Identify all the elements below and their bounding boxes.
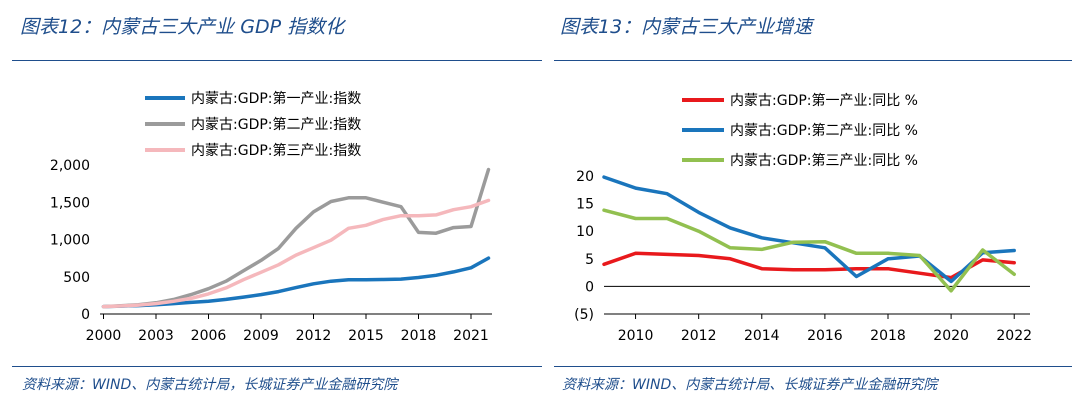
left-x-tick-label: 2021 <box>453 328 489 344</box>
right-y-tick-label: (5) <box>574 307 594 323</box>
right-x-tick-label: 2022 <box>996 328 1032 344</box>
left-header-divider <box>12 60 542 61</box>
left-source-note: 资料来源：WIND、内蒙古统计局，长城证券产业金融研究院 <box>22 377 398 393</box>
right-x-tick-label: 2012 <box>681 328 717 344</box>
right-x-tick-label: 2016 <box>807 328 843 344</box>
left-legend-label-1: 内蒙古:GDP:第一产业:指数 <box>191 90 361 107</box>
left-x-tick-label: 2015 <box>348 328 384 344</box>
left-series-line-1 <box>101 256 491 309</box>
left-x-tick-label: 2000 <box>86 328 122 344</box>
right-series-line-3 <box>602 208 1016 293</box>
right-y-tick-label: 0 <box>585 279 594 295</box>
left-x-tick-label: 2018 <box>401 328 437 344</box>
left-y-tick-label: 2,000 <box>50 158 90 174</box>
gdp-index-chart: 0 500 1,000 1,500 2,000 2000 2003 2006 2009 2012 2… <box>50 90 492 344</box>
left-x-tick-label: 2009 <box>243 328 279 344</box>
right-x-tick-label: 2014 <box>744 328 780 344</box>
left-chart-title: 图表12：内蒙古三大产业 GDP 指数化 <box>20 16 345 38</box>
right-source-note: 资料来源：WIND、内蒙古统计局、长城证券产业金融研究院 <box>562 377 938 393</box>
right-chart-title: 图表13：内蒙古三大产业增速 <box>560 16 813 38</box>
right-y-tick-label: 15 <box>576 197 594 213</box>
left-x-tick-label: 2006 <box>191 328 227 344</box>
right-y-tick-label: 10 <box>576 224 594 240</box>
right-legend-label-2: 内蒙古:GDP:第二产业:同比 % <box>730 122 918 139</box>
right-y-tick-label: 20 <box>576 169 594 185</box>
left-x-tick-label: 2012 <box>296 328 332 344</box>
left-y-tick-label: 1,000 <box>50 233 90 249</box>
left-y-tick-label: 500 <box>63 270 90 286</box>
right-header-divider <box>554 60 1072 61</box>
right-series-line-2 <box>602 175 1016 284</box>
left-x-tick-label: 2003 <box>138 328 174 344</box>
left-legend-label-2: 内蒙古:GDP:第二产业:指数 <box>191 116 361 133</box>
right-legend-label-1: 内蒙古:GDP:第一产业:同比 % <box>730 92 918 109</box>
right-footer-divider <box>554 366 1072 367</box>
right-y-tick-label: 5 <box>585 252 594 268</box>
right-legend-label-3: 内蒙古:GDP:第三产业:同比 % <box>730 152 918 169</box>
left-legend-label-3: 内蒙古:GDP:第三产业:指数 <box>191 142 361 159</box>
right-x-tick-label: 2010 <box>618 328 654 344</box>
left-series-line-3 <box>101 198 491 309</box>
left-y-tick-label: 1,500 <box>50 195 90 211</box>
right-series-line-1 <box>602 251 1016 280</box>
right-x-tick-label: 2018 <box>870 328 906 344</box>
right-x-tick-label: 2020 <box>933 328 969 344</box>
left-y-tick-label: 0 <box>81 307 90 323</box>
left-footer-divider <box>12 366 542 367</box>
